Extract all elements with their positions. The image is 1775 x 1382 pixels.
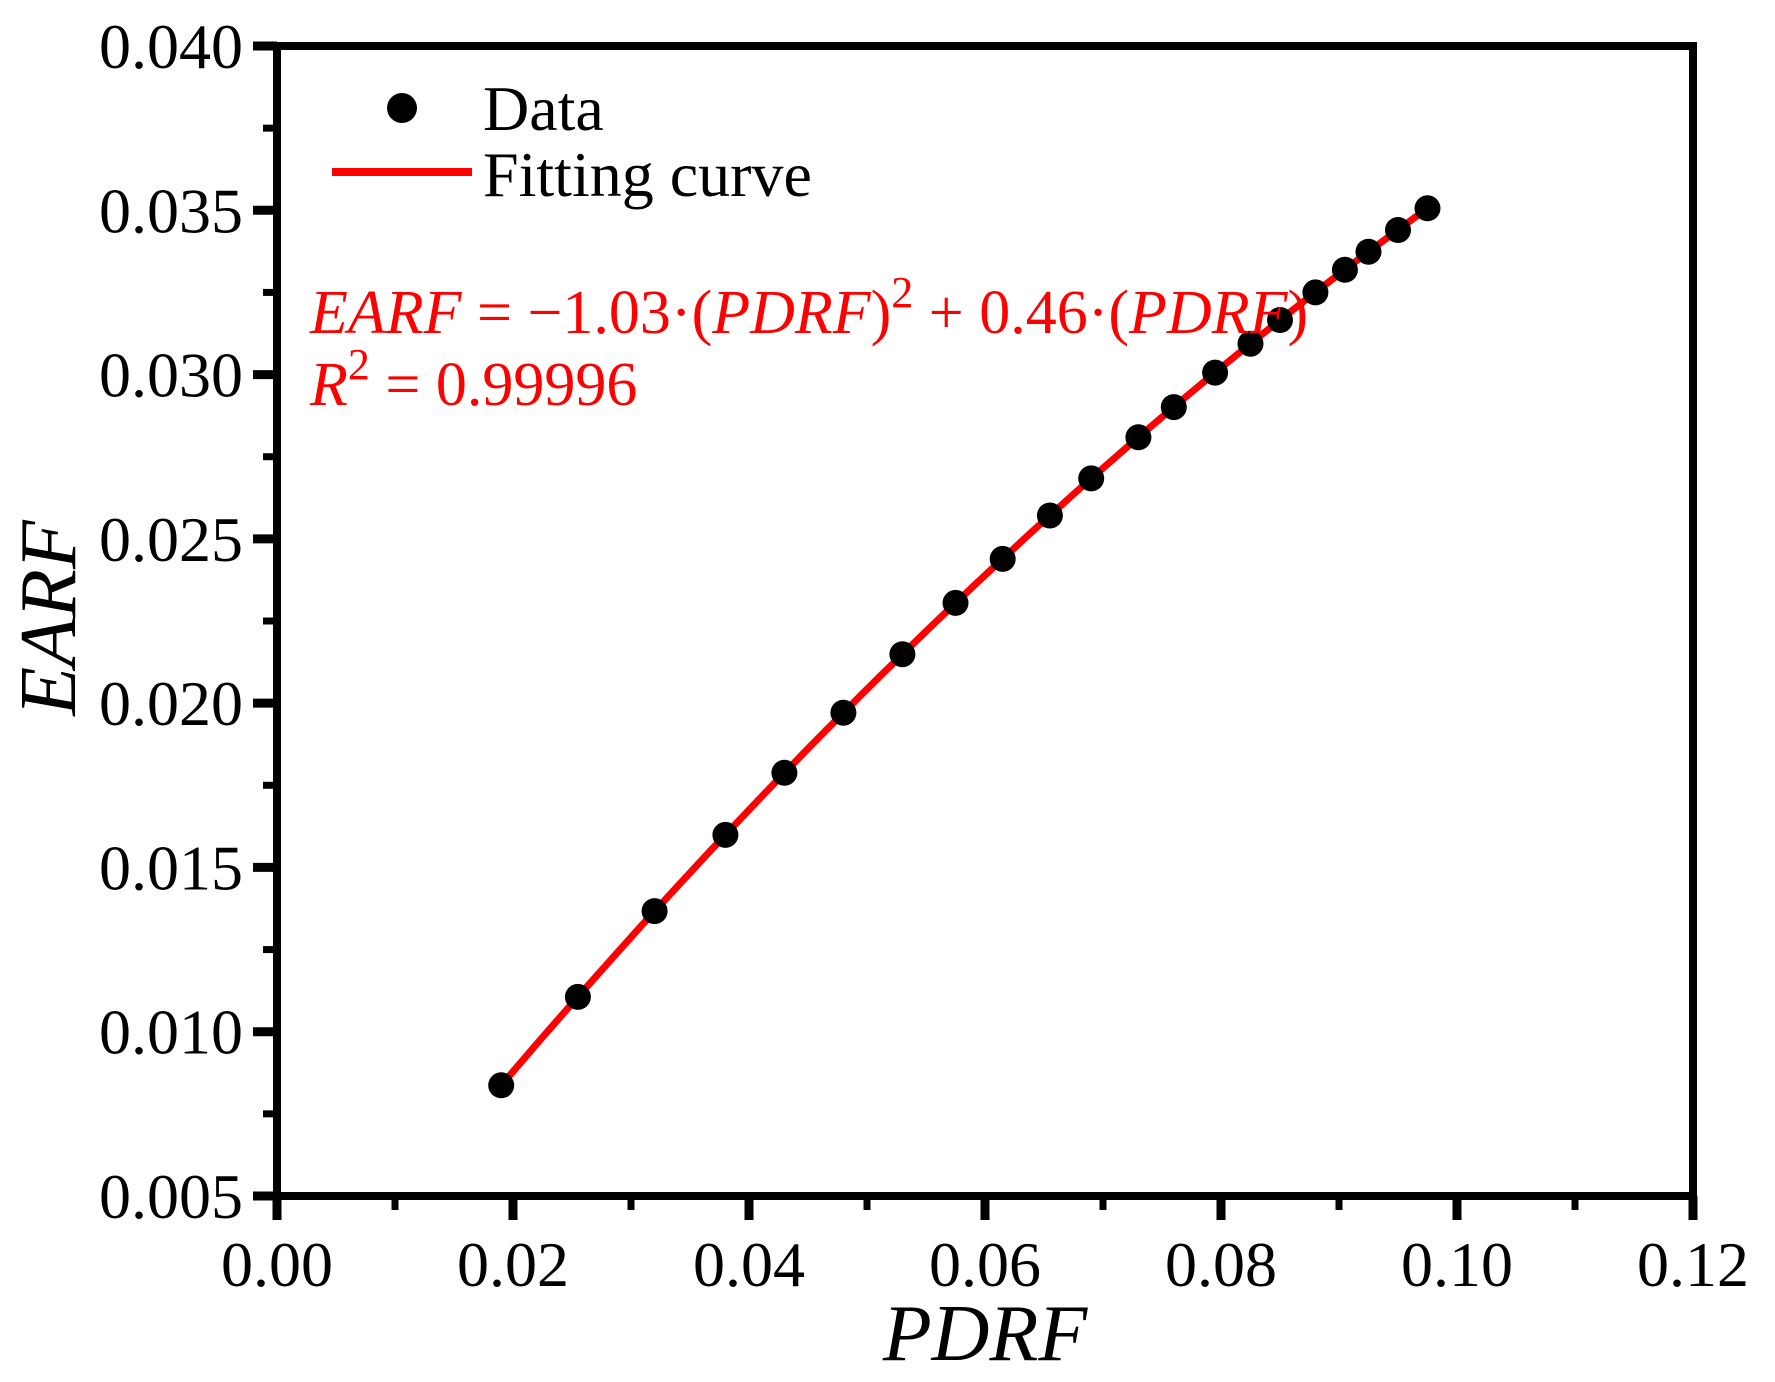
data-points xyxy=(488,195,1441,1099)
y-tick-label: 0.015 xyxy=(99,832,243,903)
y-tick-label: 0.040 xyxy=(99,11,243,82)
x-tick-label: 0.10 xyxy=(1401,1229,1513,1300)
data-point xyxy=(889,641,916,668)
tick-labels: 0.00 0.02 0.04 0.06 0.08 0.10 0.12 0.005 0.010 0.… xyxy=(99,11,1749,1300)
data-point xyxy=(712,821,739,848)
y-tick-label: 0.030 xyxy=(99,340,243,411)
data-point xyxy=(1202,359,1229,386)
x-tick-label: 0.02 xyxy=(457,1229,569,1300)
data-point xyxy=(1331,256,1358,283)
annotation: EARF = −1.03·(PDRF)2 + 0.46·(PDRF) R2 = … xyxy=(309,268,1308,419)
data-point xyxy=(942,589,969,616)
data-point xyxy=(771,759,798,786)
y-tick-label: 0.005 xyxy=(99,1161,243,1232)
data-point xyxy=(1036,502,1063,529)
data-point xyxy=(1078,465,1105,492)
data-point xyxy=(564,983,591,1010)
y-tick-label: 0.020 xyxy=(99,668,243,739)
data-point xyxy=(1414,195,1441,222)
x-axis-title: PDRF xyxy=(882,1290,1089,1378)
y-tick-label: 0.025 xyxy=(99,504,243,575)
data-point xyxy=(641,898,668,925)
x-tick-label: 0.00 xyxy=(221,1229,333,1300)
y-tick-label: 0.035 xyxy=(99,175,243,246)
legend: Data Fitting curve xyxy=(332,73,812,210)
data-point xyxy=(1267,307,1293,333)
x-tick-label: 0.04 xyxy=(693,1229,805,1300)
data-point xyxy=(1302,279,1329,306)
x-tick-label: 0.08 xyxy=(1165,1229,1277,1300)
legend-fit-label: Fitting curve xyxy=(483,139,812,210)
y-tick-label: 0.010 xyxy=(99,997,243,1068)
data-point xyxy=(1385,217,1411,243)
r-squared-text: R2 = 0.99996 xyxy=(309,340,637,419)
plot-frame xyxy=(273,42,1697,1200)
data-point xyxy=(830,699,857,726)
x-tick-label: 0.12 xyxy=(1637,1229,1749,1300)
data-point xyxy=(989,545,1016,572)
y-axis-title: EARF xyxy=(5,519,93,717)
legend-data-label: Data xyxy=(483,73,604,144)
legend-data-marker-icon xyxy=(387,93,417,123)
data-point xyxy=(1355,238,1382,265)
axis-ticks xyxy=(253,41,1698,1220)
data-point xyxy=(1237,330,1264,357)
data-point xyxy=(1125,424,1152,451)
equation-text: EARF = −1.03·(PDRF)2 + 0.46·(PDRF) xyxy=(309,268,1308,347)
data-point xyxy=(488,1072,515,1099)
x-tick-label: 0.06 xyxy=(929,1229,1041,1300)
data-point xyxy=(1160,394,1187,421)
